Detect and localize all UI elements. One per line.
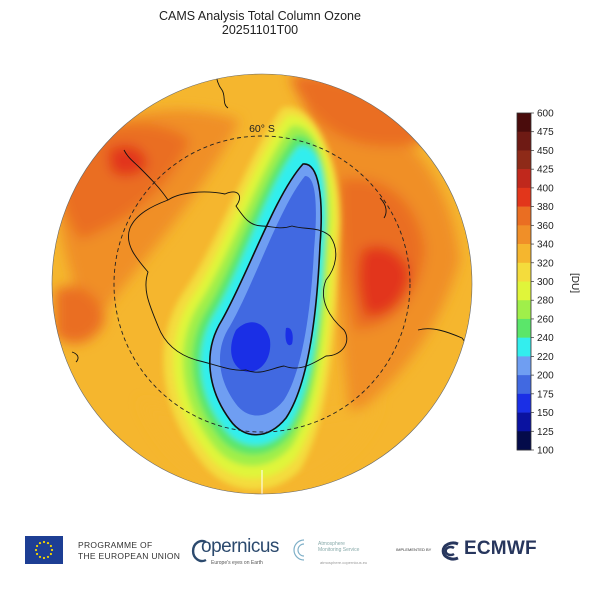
colorbar-cell (517, 318, 531, 338)
colorbar-tick-label: 240 (537, 333, 554, 344)
new-zealand-coast (379, 197, 387, 219)
colorbar-tick-label: 320 (537, 258, 554, 269)
eu-star-icon (49, 544, 53, 548)
antarctic-peninsula (123, 149, 169, 201)
colorbar-tick-label: 125 (537, 427, 554, 438)
colorbar-tick-label: 450 (537, 146, 554, 157)
colorbar-unit-label: [DU] (569, 273, 580, 293)
eu-star-icon (35, 544, 39, 548)
cams-url: atmosphere.copernicus.eu (320, 560, 368, 565)
colorbar-cell (517, 337, 531, 357)
colorbar-cell (517, 131, 531, 151)
colorbar-tick-label: 380 (537, 202, 554, 213)
colorbar-cell (517, 375, 531, 395)
colorbar-tick-label: 340 (537, 240, 554, 251)
eu-star-icon (38, 555, 42, 559)
colorbar-tick-label: 600 (537, 109, 554, 120)
colorbar-tick-label: 400 (537, 183, 554, 194)
cams-line1: Atmosphere (318, 541, 345, 547)
eu-flag-icon (25, 536, 63, 564)
eu-line1: PROGRAMME OF (78, 540, 153, 550)
colorbar-cell (517, 412, 531, 432)
cams-line2: Monitoring Service (318, 547, 360, 553)
south-america-coast (211, 74, 229, 109)
ozone-zone-175-small (285, 327, 293, 346)
eu-star-icon (46, 555, 50, 559)
eu-line2: THE EUROPEAN UNION (78, 551, 181, 561)
cams-name: Atmosphere Monitoring Service (318, 541, 359, 553)
copernicus-c-icon (191, 539, 207, 563)
colorbar-cell (517, 150, 531, 170)
eu-star-icon (35, 552, 39, 556)
copernicus-tagline: Europe's eyes on Earth (211, 560, 263, 566)
ozone-zone-380-northeast (290, 74, 430, 147)
colorbar-cell (517, 393, 531, 413)
cams-icon (293, 539, 305, 561)
eu-star-icon (34, 548, 38, 552)
eu-star-icon (49, 552, 53, 556)
colorbar-cell (517, 225, 531, 245)
colorbar-cell (517, 431, 531, 451)
eu-star-icon (42, 556, 46, 560)
colorbar-cell (517, 356, 531, 376)
africa-coast (71, 351, 79, 363)
colorbar-cell (517, 244, 531, 264)
copernicus-logo: opernicus Europe's eyes on Earth (191, 536, 279, 570)
eu-stars-icon (34, 540, 54, 560)
colorbar-cell (517, 281, 531, 301)
colorbar-tick-label: 260 (537, 314, 554, 325)
copernicus-wordmark: opernicus (201, 536, 279, 557)
ecmwf-icon (441, 541, 459, 561)
eu-star-icon (38, 541, 42, 545)
colorbar-cell (517, 187, 531, 207)
ecmwf-wordmark: ECMWF (464, 538, 537, 559)
eu-star-icon (50, 548, 54, 552)
eu-star-icon (46, 541, 50, 545)
colorbar-cell (517, 206, 531, 226)
ozone-zone-380-west (55, 286, 105, 344)
map-title: CAMS Analysis Total Column Ozone (159, 9, 361, 23)
colorbar-cell (517, 262, 531, 282)
colorbar-tick-label: 150 (537, 408, 554, 419)
eu-star-icon (42, 540, 46, 544)
colorbar-cell (517, 113, 531, 133)
map-subtitle: 20251101T00 (221, 23, 299, 37)
colorbar-tick-label: 200 (537, 371, 554, 382)
colorbar-tick-label: 475 (537, 127, 554, 138)
implemented-by-label: IMPLEMENTED BY (396, 547, 432, 552)
latitude-label: 60° S (249, 123, 275, 135)
antarctica-coastline (128, 191, 348, 373)
ozone-zone-400-east (358, 246, 410, 316)
ozone-hole-contour (209, 163, 323, 436)
colorbar-tick-label: 280 (537, 296, 554, 307)
colorbar-cell (517, 300, 531, 320)
ozone-zone-400-northwest (108, 145, 148, 177)
latitude-60s-circle (113, 135, 411, 433)
colorbar-tick-label: 360 (537, 221, 554, 232)
colorbar-tick-label: 300 (537, 277, 554, 288)
colorbar-tick-label: 100 (537, 446, 554, 457)
cams-logo: Atmosphere Monitoring Service atmosphere… (292, 536, 392, 570)
colorbar: 600 475 450 425 400 380 360 340 320 300 280 260 240 2… (516, 109, 580, 457)
colorbar-tick-label: 220 (537, 352, 554, 363)
ozone-map: 60° S (51, 73, 473, 495)
eu-programme-label: PROGRAMME OF THE EUROPEAN UNION (78, 540, 180, 562)
colorbar-cell (517, 169, 531, 189)
logo-bar: PROGRAMME OF THE EUROPEAN UNION opernicu… (0, 528, 593, 578)
colorbar-tick-label: 425 (537, 165, 554, 176)
ozone-zone-175 (231, 322, 271, 372)
colorbar-tick-label: 175 (537, 389, 554, 400)
map-outline (51, 73, 473, 495)
